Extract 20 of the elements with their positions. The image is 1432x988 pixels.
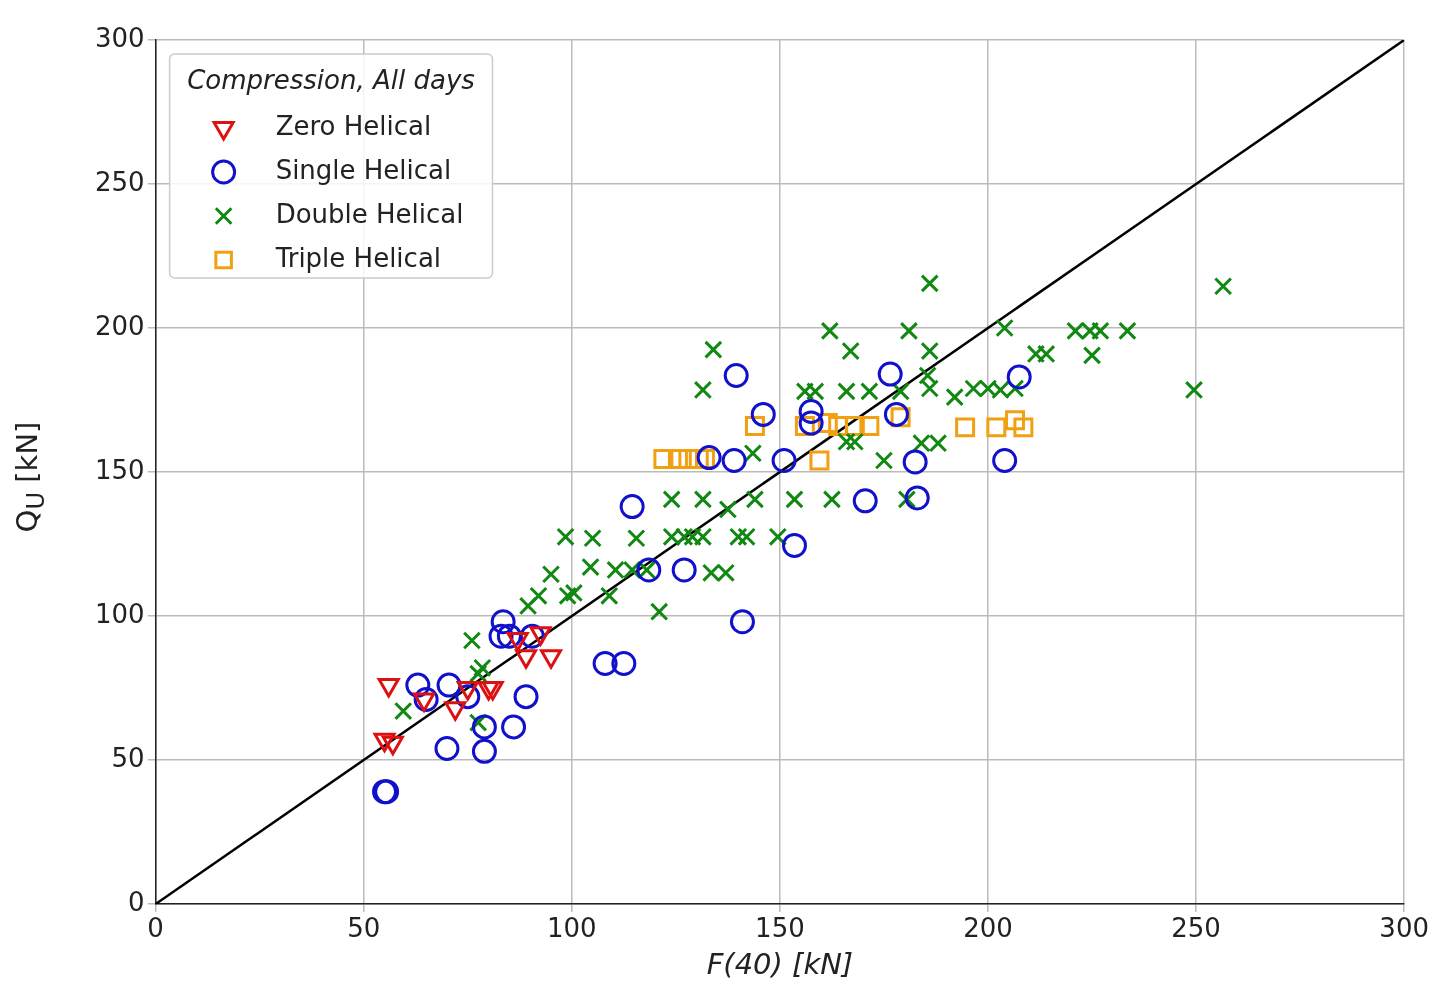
x-tick-label: 150 (755, 913, 805, 944)
x-tick-label: 100 (546, 913, 597, 944)
x-axis-title: F(40) [kN] (706, 947, 854, 982)
y-tick-label: 250 (94, 166, 145, 197)
y-tick-label: 100 (94, 598, 145, 629)
y-tick-label: 200 (94, 310, 145, 341)
legend-label: Triple Helical (274, 242, 442, 273)
x-tick-label: 300 (1379, 913, 1430, 944)
y-tick-label: 0 (128, 886, 145, 917)
x-tick-label: 200 (963, 913, 1013, 944)
y-tick-label: 150 (94, 454, 145, 485)
legend-label: Zero Helical (275, 110, 432, 141)
y-tick-label: 50 (111, 742, 145, 773)
y-tick-label: 300 (94, 22, 145, 53)
x-tick-label: 0 (147, 913, 164, 944)
legend-title: Compression, All days (187, 64, 475, 95)
x-tick-label: 250 (1171, 913, 1221, 944)
legend-label: Double Helical (275, 198, 464, 229)
x-tick-label: 50 (347, 913, 381, 944)
legend-label: Single Helical (275, 154, 452, 185)
